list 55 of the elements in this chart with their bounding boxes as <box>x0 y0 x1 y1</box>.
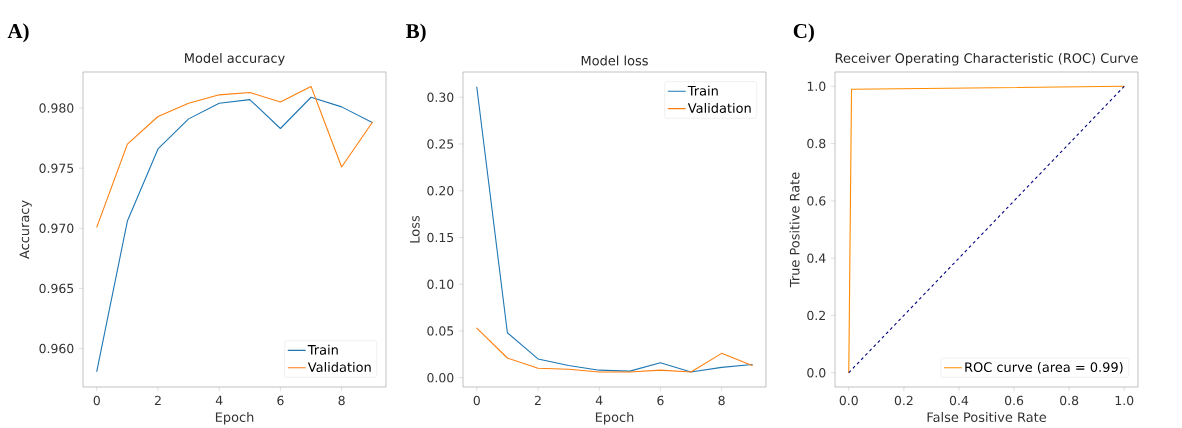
x-tick-label: 0.6 <box>1004 395 1024 406</box>
y-tick-label: 0.960 <box>39 343 74 354</box>
legend-label: Train <box>687 85 718 96</box>
x-tick-label: 2 <box>534 395 541 406</box>
line-series <box>476 86 753 373</box>
y-axis-title: Loss <box>410 215 420 243</box>
x-tick-label: 4 <box>595 395 603 405</box>
x-tick-label: 2 <box>154 395 161 406</box>
legend-label: ROC curve (area = 0.99) <box>965 362 1123 374</box>
y-tick-label: 0.8 <box>807 138 826 149</box>
y-tick-label: 0.4 <box>807 253 826 263</box>
x-tick-label: 0.4 <box>949 395 969 406</box>
x-tick-label: 8 <box>718 395 725 406</box>
y-tick-label: 0.30 <box>427 92 454 102</box>
y-tick-label: 0.00 <box>427 372 454 383</box>
chart-title: Model accuracy <box>185 53 285 66</box>
y-tick-label: 0.965 <box>39 283 74 294</box>
y-tick-label: 0.2 <box>807 310 825 321</box>
x-tick-label: 0 <box>473 395 480 406</box>
y-axis-title: Accuracy <box>19 200 32 260</box>
text: C) <box>793 23 814 43</box>
x-tick-label: 0.2 <box>894 395 913 406</box>
x-axis-title: Epoch <box>215 412 254 425</box>
legend-label: Validation <box>307 362 371 373</box>
line-series <box>96 96 373 372</box>
x-tick-label: 8 <box>338 395 345 406</box>
x-tick-label: 0 <box>93 395 100 406</box>
x-tick-label: 1.0 <box>1115 395 1134 406</box>
y-tick-label: 0.980 <box>39 103 74 113</box>
x-tick-label: 6 <box>657 395 664 406</box>
x-tick-label: 0.8 <box>1060 395 1079 406</box>
chart-title: Receiver Operating Characteristic (ROC) Curve <box>835 53 1138 66</box>
chart-title: Model loss <box>581 55 648 66</box>
y-tick-label: 0.0 <box>807 368 826 378</box>
y-tick-label: 0.20 <box>427 186 454 196</box>
x-tick-label: 6 <box>277 395 284 406</box>
line-series <box>476 327 753 373</box>
y-tick-label: 0.05 <box>427 326 454 336</box>
line-series <box>96 85 373 228</box>
y-tick-label: 0.970 <box>39 223 74 234</box>
legend-label: Validation <box>687 103 751 114</box>
y-tick-label: 1.0 <box>807 81 826 92</box>
x-axis-title: Epoch <box>595 412 634 425</box>
x-tick-label: 0.0 <box>839 395 858 406</box>
text: B) <box>405 23 426 43</box>
y-axis-title: True Positive Rate <box>789 172 800 288</box>
y-tick-label: 0.25 <box>427 139 454 149</box>
text: A) <box>7 23 29 43</box>
x-tick-label: 4 <box>215 395 223 405</box>
y-tick-label: 0.975 <box>39 163 74 173</box>
y-tick-label: 0.10 <box>427 279 454 289</box>
y-tick-label: 0.15 <box>427 232 454 243</box>
legend-label: Train <box>307 344 338 355</box>
y-tick-label: 0.6 <box>807 196 826 206</box>
x-axis-title: False Positive Rate <box>927 412 1047 423</box>
